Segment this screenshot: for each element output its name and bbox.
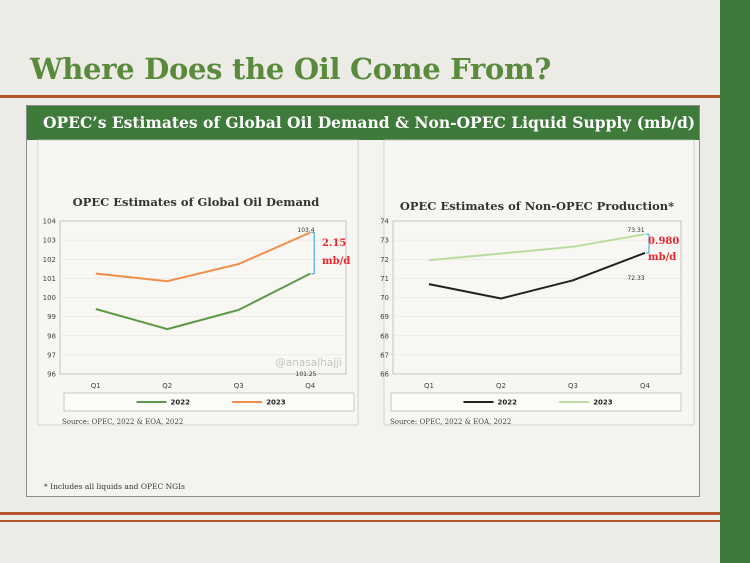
chart-demand-series-2022-line (95, 272, 311, 331)
chart-demand-gap-unit: mb/d (322, 256, 350, 267)
chart-demand-ytick-label: 101 (43, 275, 56, 283)
chart-demand-xtick-label: Q4 (305, 382, 316, 390)
chart-demand-xtick-label: Q2 (162, 382, 172, 390)
chart-demand-watermark: @anasalhajji (275, 357, 342, 369)
chart-demand-legend (63, 392, 355, 412)
chart-nonopec-gap-unit: mb/d (648, 252, 676, 263)
chart-nonopec-ytick-label: 72 (380, 256, 389, 264)
chart-demand-ytick-label: 102 (43, 256, 56, 264)
chart-demand-legend-label-2022: 2022 (171, 399, 191, 407)
accent-side-bar (720, 0, 750, 563)
chart-demand-legend-label-2023: 2023 (266, 399, 286, 407)
chart-nonopec-ytick-label: 67 (380, 351, 389, 359)
chart-nonopec-ytick-label: 74 (380, 218, 389, 226)
chart-demand-series-2023-line (95, 231, 311, 283)
chart-nonopec-series-2023-line (428, 233, 646, 262)
chart-demand-ytick-label: 98 (47, 332, 56, 340)
chart-nonopec-label-high: 73.31 (627, 227, 644, 234)
chart-demand-label-high: 103.4 (297, 227, 314, 234)
chart-nonopec-xtick-label: Q3 (568, 382, 578, 390)
chart-demand-ytick-label: 103 (43, 237, 56, 245)
chart-nonopec-gap-value: 0.980 (648, 236, 679, 247)
chart-demand-source: Source: OPEC, 2022 & EOA, 2022 (62, 418, 183, 426)
chart-demand-ytick-label: 100 (43, 294, 56, 302)
chart-nonopec-legend (390, 392, 682, 412)
chart-demand-title: OPEC Estimates of Global Oil Demand (73, 195, 320, 209)
chart-nonopec-series-2022-line (428, 251, 646, 300)
chart-nonopec-xtick-label: Q1 (424, 382, 434, 390)
chart-nonopec-ytick-label: 70 (380, 294, 389, 302)
chart-nonopec-xtick-label: Q4 (640, 382, 651, 390)
chart-nonopec-ytick-label: 73 (380, 237, 389, 245)
chart-demand-ytick-label: 96 (47, 371, 56, 379)
chart-nonopec-title: OPEC Estimates of Non-OPEC Production* (400, 199, 674, 213)
chart-demand-ytick-label: 97 (47, 351, 56, 359)
chart-nonopec-ytick-label: 66 (380, 371, 389, 379)
chart-nonopec-ytick-label: 69 (380, 313, 389, 321)
chart-demand-xtick-label: Q3 (234, 382, 244, 390)
chart-nonopec-legend-label-2023: 2023 (593, 399, 613, 407)
chart-nonopec-gap-bracket (646, 233, 650, 254)
chart-demand-label-low: 101.25 (296, 371, 317, 378)
bottom-divider-thin (0, 520, 720, 522)
chart-demand-gap-bracket (311, 231, 315, 275)
chart-nonopec-source: Source: OPEC, 2022 & EOA, 2022 (390, 418, 511, 426)
top-divider (0, 95, 720, 98)
chart-demand-ytick-label: 99 (47, 313, 56, 321)
chart-nonopec-ytick-label: 71 (380, 275, 389, 283)
chart-nonopec-legend-label-2022: 2022 (498, 399, 518, 407)
chart-demand-ytick-label: 104 (43, 218, 57, 226)
chart-nonopec-ytick-label: 68 (380, 332, 389, 340)
bottom-divider (0, 512, 720, 515)
footnote: * Includes all liquids and OPEC NGIs (44, 482, 185, 491)
chart-demand-gap-value: 2.15 (322, 238, 346, 249)
slide-title: Where Does the Oil Come From? (30, 52, 552, 86)
chart-demand-xtick-label: Q1 (91, 382, 101, 390)
chart-nonopec-xtick-label: Q2 (496, 382, 506, 390)
chart-nonopec-label-low: 72.33 (627, 275, 644, 282)
panel-header: OPEC’s Estimates of Global Oil Demand & … (27, 106, 699, 140)
